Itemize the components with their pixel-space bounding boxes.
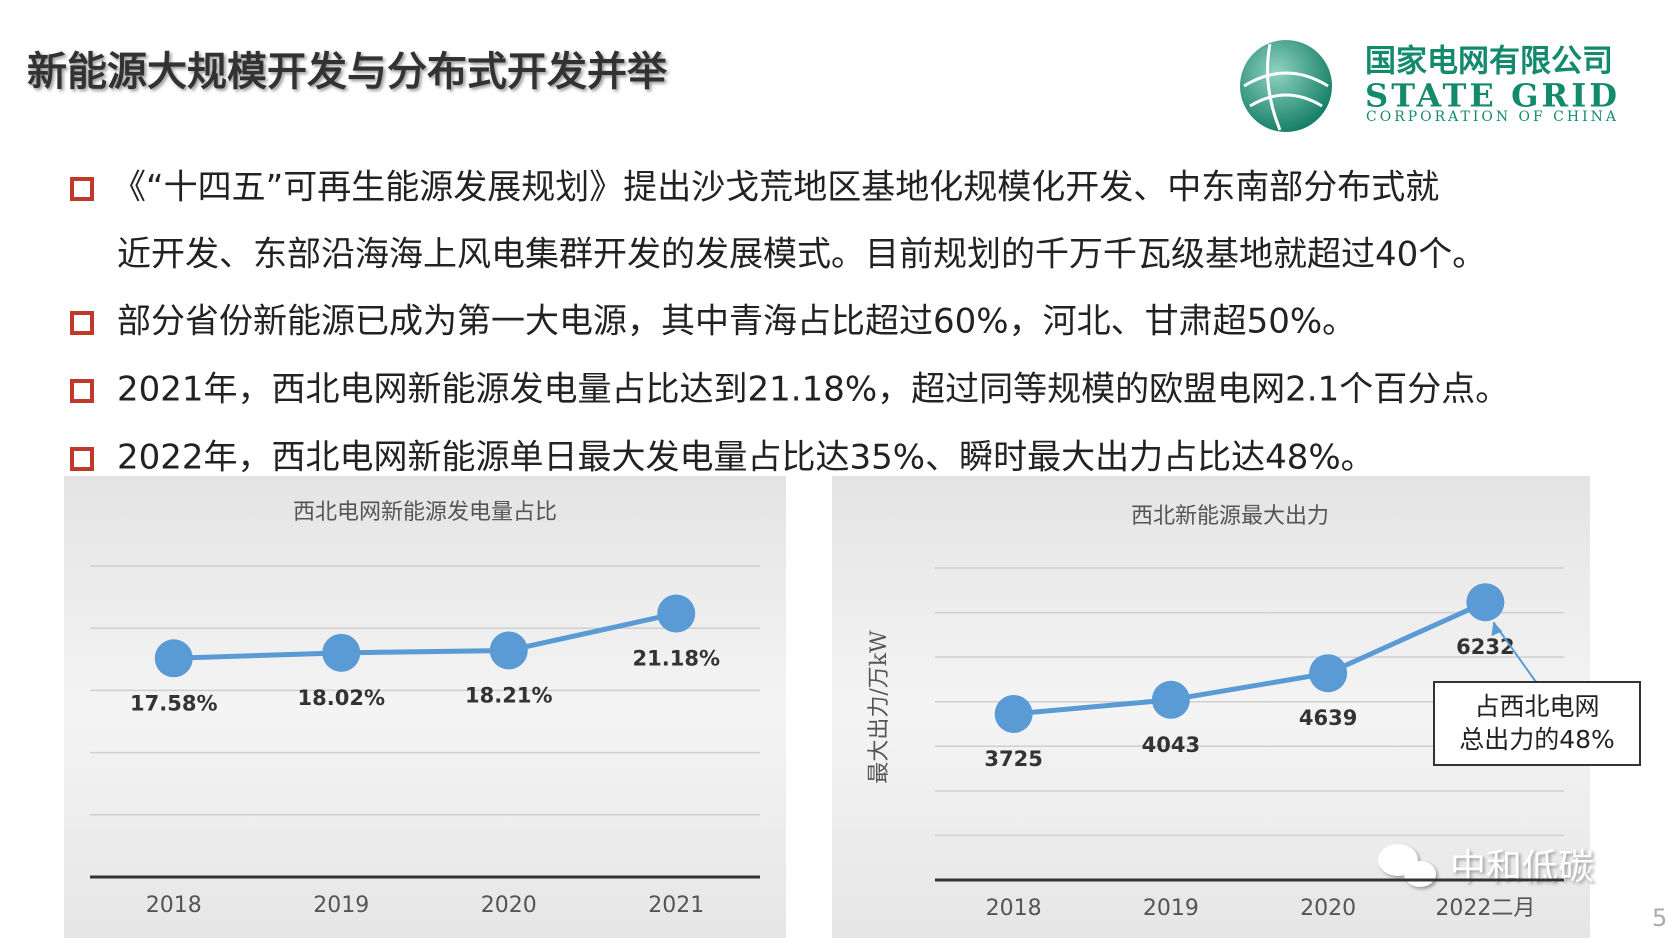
x-tick-label: 2018 — [146, 893, 202, 918]
chart-panel — [64, 476, 786, 938]
page-number: 5 — [1652, 904, 1666, 932]
bullet-marker — [70, 447, 94, 471]
value-label: 17.58% — [130, 691, 217, 715]
line-series — [173, 611, 677, 661]
x-tick-label: 2019 — [313, 893, 369, 918]
annotation-text: 总出力的48% — [1459, 725, 1615, 754]
bullet-marker — [70, 379, 94, 403]
annotation-box — [1433, 681, 1641, 766]
bullet-text: 2022年，西北电网新能源单日最大发电量占比达35%、瞬时最大出力占比达48%。 — [117, 438, 1375, 478]
point — [994, 694, 1033, 733]
value-label: 4639 — [1299, 706, 1357, 730]
line-series — [1013, 599, 1487, 717]
chart-title: 西北电网新能源发电量占比 — [293, 500, 557, 525]
x-tick-label: 2018 — [986, 896, 1042, 921]
point — [1151, 680, 1190, 719]
point — [1466, 583, 1505, 622]
x-tick-label: 2020 — [481, 893, 537, 918]
logo-lines — [1243, 43, 1329, 131]
point — [154, 639, 193, 678]
value-label: 18.02% — [298, 686, 385, 710]
watermark: 中和低碳 — [1450, 847, 1594, 888]
bullet-text: 近开发、东部沿海海上风电集群开发的发展模式。目前规划的千万千瓦级基地就超过40个… — [117, 235, 1486, 275]
logo-cn: 国家电网有限公司 — [1365, 44, 1613, 80]
point — [489, 631, 528, 670]
point — [657, 594, 696, 633]
bullet-text: 《“十四五”可再生能源发展规划》提出沙戈荒地区基地化规模化开发、中东南部分布式就 — [112, 168, 1439, 208]
logo-en: STATE GRID — [1365, 77, 1617, 115]
x-tick-label: 2019 — [1143, 896, 1199, 921]
bullet-marker — [70, 177, 94, 201]
bullet-marker — [70, 311, 94, 335]
value-label: 3725 — [984, 747, 1042, 771]
annotation-text: 占西北电网 — [1474, 692, 1599, 721]
point — [322, 633, 361, 672]
arrow-head — [1491, 622, 1503, 637]
logo-globe — [1240, 40, 1332, 132]
x-tick-label: 2020 — [1300, 896, 1356, 921]
slide-title: 新能源大规模开发与分布式开发并举 — [27, 49, 668, 95]
bullet-text: 2021年，西北电网新能源发电量占比达到21.18%，超过同等规模的欧盟电网2.… — [117, 370, 1509, 410]
bullet-text: 部分省份新能源已成为第一大电源，其中青海占比超过60%，河北、甘肃超50%。 — [117, 302, 1356, 342]
value-label: 18.21% — [465, 683, 552, 707]
chart-title: 西北新能源最大出力 — [1131, 504, 1329, 529]
y-axis-label: 最大出力/万kW — [867, 630, 892, 784]
value-label: 21.18% — [633, 647, 720, 671]
annotation-arrow — [1492, 621, 1537, 683]
x-tick-label: 2022二月 — [1435, 896, 1535, 921]
point — [1309, 654, 1348, 693]
logo-sub: CORPORATION OF CHINA — [1366, 109, 1617, 125]
x-tick-label: 2021 — [648, 893, 704, 918]
value-label: 4043 — [1142, 733, 1200, 757]
